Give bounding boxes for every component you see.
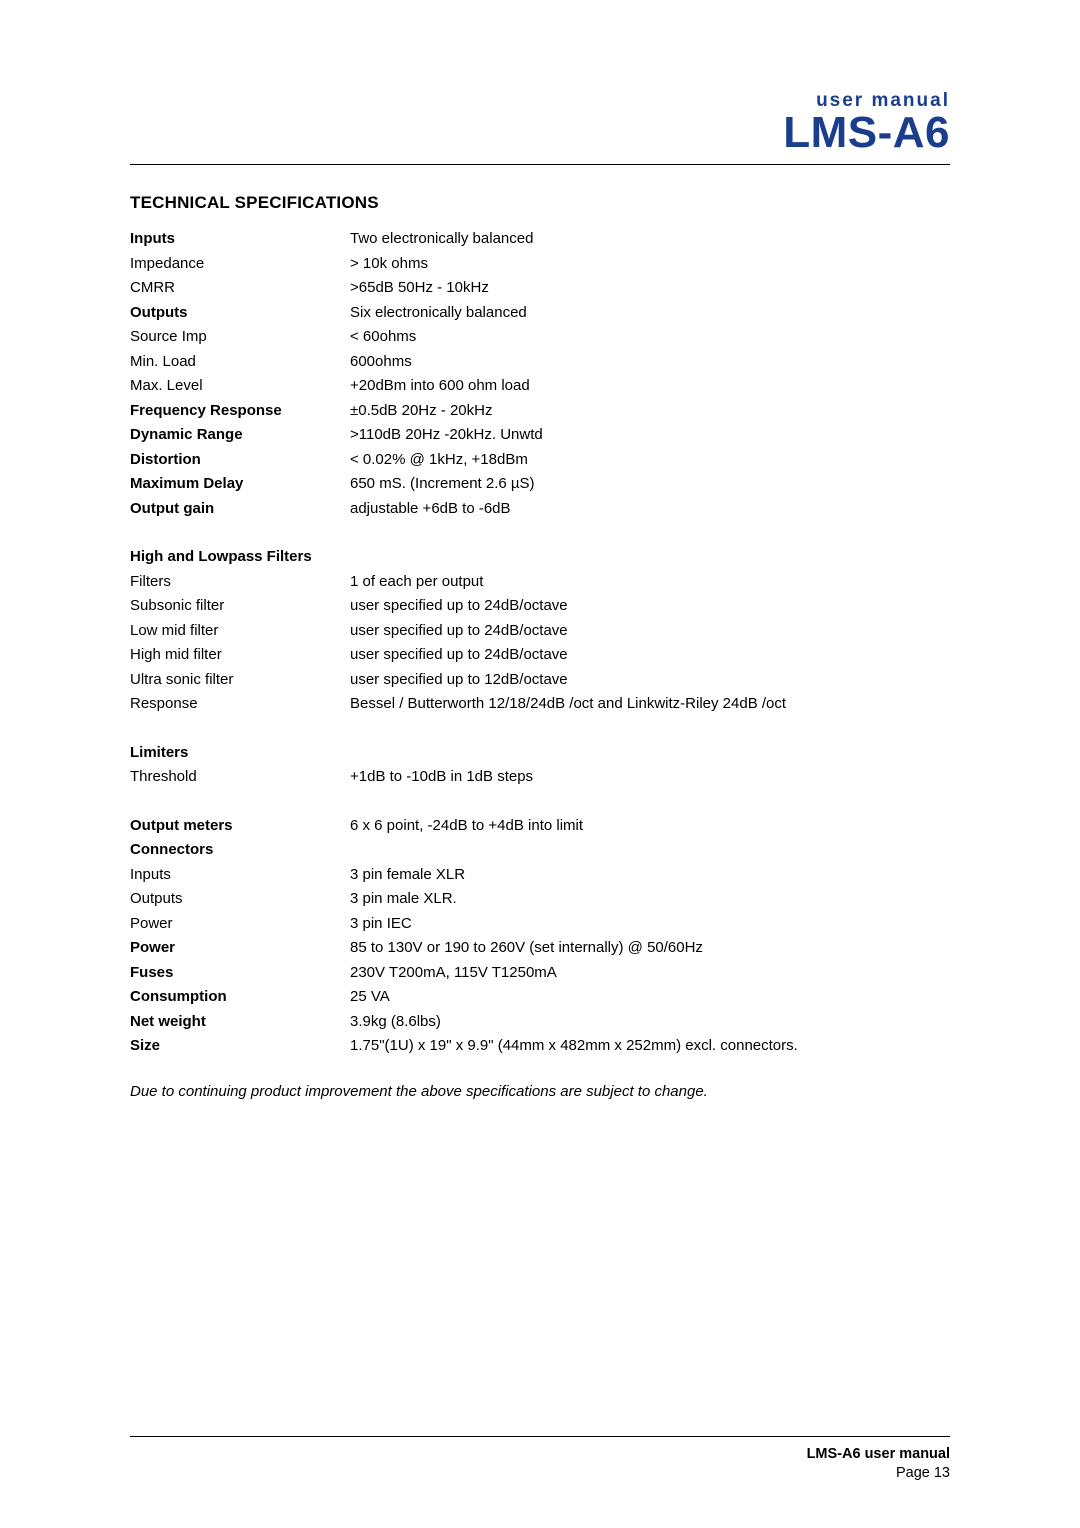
- spec-row: Subsonic filteruser specified up to 24dB…: [130, 594, 950, 619]
- spec-label: Impedance: [130, 252, 350, 277]
- spec-label: CMRR: [130, 276, 350, 301]
- spec-label: Ultra sonic filter: [130, 668, 350, 693]
- spec-row: Power85 to 130V or 190 to 260V (set inte…: [130, 936, 950, 961]
- spec-row: Distortion< 0.02% @ 1kHz, +18dBm: [130, 448, 950, 473]
- spec-label: Inputs: [130, 863, 350, 888]
- spec-value: Two electronically balanced: [350, 227, 533, 252]
- footer-page: Page 13: [130, 1464, 950, 1483]
- spec-label: Net weight: [130, 1010, 350, 1035]
- spec-label: High mid filter: [130, 643, 350, 668]
- spec-value: > 10k ohms: [350, 252, 428, 277]
- spec-row: Power3 pin IEC: [130, 912, 950, 937]
- specs-block-limiters: Threshold+1dB to -10dB in 1dB steps: [130, 765, 950, 790]
- spec-value: +20dBm into 600 ohm load: [350, 374, 530, 399]
- page-footer: LMS-A6 user manual Page 13: [130, 1436, 950, 1483]
- spec-value: 3 pin female XLR: [350, 863, 465, 888]
- specs-block-misc: Output meters6 x 6 point, -24dB to +4dB …: [130, 814, 950, 1059]
- spec-label: Response: [130, 692, 350, 717]
- footer-title: LMS-A6 user manual: [130, 1445, 950, 1464]
- spec-label: Inputs: [130, 227, 350, 252]
- spec-value: Six electronically balanced: [350, 301, 527, 326]
- spec-value: 3.9kg (8.6lbs): [350, 1010, 441, 1035]
- spec-label: Fuses: [130, 961, 350, 986]
- spec-label: Low mid filter: [130, 619, 350, 644]
- spec-row: Impedance> 10k ohms: [130, 252, 950, 277]
- spec-value: 600ohms: [350, 350, 412, 375]
- spec-row: Dynamic Range>110dB 20Hz -20kHz. Unwtd: [130, 423, 950, 448]
- spec-row: Maximum Delay650 mS. (Increment 2.6 µS): [130, 472, 950, 497]
- spec-value: Bessel / Butterworth 12/18/24dB /oct and…: [350, 692, 786, 717]
- spec-value: ±0.5dB 20Hz - 20kHz: [350, 399, 492, 424]
- spec-value: >65dB 50Hz - 10kHz: [350, 276, 489, 301]
- spec-label: Consumption: [130, 985, 350, 1010]
- header-product: LMS-A6: [130, 108, 950, 158]
- spec-label: Power: [130, 936, 350, 961]
- spec-label: Min. Load: [130, 350, 350, 375]
- spec-row: Fuses230V T200mA, 115V T1250mA: [130, 961, 950, 986]
- spec-value: 3 pin male XLR.: [350, 887, 457, 912]
- spec-label: Connectors: [130, 838, 350, 863]
- spec-label: Frequency Response: [130, 399, 350, 424]
- spec-value: < 60ohms: [350, 325, 416, 350]
- spec-value: 6 x 6 point, -24dB to +4dB into limit: [350, 814, 583, 839]
- spec-row: Output meters6 x 6 point, -24dB to +4dB …: [130, 814, 950, 839]
- specs-block-filters: Filters1 of each per outputSubsonic filt…: [130, 570, 950, 717]
- spec-value: user specified up to 12dB/octave: [350, 668, 568, 693]
- spec-value: < 0.02% @ 1kHz, +18dBm: [350, 448, 528, 473]
- limiters-heading: Limiters: [130, 741, 350, 766]
- spec-label: Threshold: [130, 765, 350, 790]
- spec-label: Maximum Delay: [130, 472, 350, 497]
- spec-row: High mid filteruser specified up to 24dB…: [130, 643, 950, 668]
- filters-heading: High and Lowpass Filters: [130, 545, 350, 570]
- spec-value: 1 of each per output: [350, 570, 483, 595]
- spec-row: Source Imp< 60ohms: [130, 325, 950, 350]
- spec-row: Size1.75"(1U) x 19" x 9.9" (44mm x 482mm…: [130, 1034, 950, 1059]
- spec-label: Subsonic filter: [130, 594, 350, 619]
- spec-label: Source Imp: [130, 325, 350, 350]
- spec-label: Power: [130, 912, 350, 937]
- spec-value: 25 VA: [350, 985, 390, 1010]
- spec-value: 3 pin IEC: [350, 912, 412, 937]
- spec-value: user specified up to 24dB/octave: [350, 619, 568, 644]
- spec-label: Outputs: [130, 887, 350, 912]
- page-header: user manual LMS-A6: [130, 90, 950, 165]
- spec-value: 85 to 130V or 190 to 260V (set internall…: [350, 936, 703, 961]
- spec-label: Output gain: [130, 497, 350, 522]
- specs-block-main: InputsTwo electronically balancedImpedan…: [130, 227, 950, 521]
- spec-value: >110dB 20Hz -20kHz. Unwtd: [350, 423, 543, 448]
- spec-row: Ultra sonic filteruser specified up to 1…: [130, 668, 950, 693]
- spec-row: ResponseBessel / Butterworth 12/18/24dB …: [130, 692, 950, 717]
- spec-value: user specified up to 24dB/octave: [350, 594, 568, 619]
- spec-row: Net weight3.9kg (8.6lbs): [130, 1010, 950, 1035]
- spec-row: CMRR>65dB 50Hz - 10kHz: [130, 276, 950, 301]
- spec-row: Outputs3 pin male XLR.: [130, 887, 950, 912]
- spec-label: Max. Level: [130, 374, 350, 399]
- spec-row: Output gainadjustable +6dB to -6dB: [130, 497, 950, 522]
- spec-label: Filters: [130, 570, 350, 595]
- spec-value: +1dB to -10dB in 1dB steps: [350, 765, 533, 790]
- spec-row: Inputs3 pin female XLR: [130, 863, 950, 888]
- spec-row: Low mid filteruser specified up to 24dB/…: [130, 619, 950, 644]
- spec-row: Connectors: [130, 838, 950, 863]
- spec-label: Distortion: [130, 448, 350, 473]
- spec-value: user specified up to 24dB/octave: [350, 643, 568, 668]
- spec-label: Size: [130, 1034, 350, 1059]
- section-title: TECHNICAL SPECIFICATIONS: [130, 193, 950, 213]
- spec-row: Max. Level+20dBm into 600 ohm load: [130, 374, 950, 399]
- spec-row: Min. Load600ohms: [130, 350, 950, 375]
- spec-row: Frequency Response±0.5dB 20Hz - 20kHz: [130, 399, 950, 424]
- spec-value: 650 mS. (Increment 2.6 µS): [350, 472, 535, 497]
- spec-row: OutputsSix electronically balanced: [130, 301, 950, 326]
- spec-label: Output meters: [130, 814, 350, 839]
- spec-value: adjustable +6dB to -6dB: [350, 497, 511, 522]
- spec-value: 1.75"(1U) x 19" x 9.9" (44mm x 482mm x 2…: [350, 1034, 798, 1059]
- footnote: Due to continuing product improvement th…: [130, 1083, 950, 1100]
- spec-label: Outputs: [130, 301, 350, 326]
- spec-row: Filters1 of each per output: [130, 570, 950, 595]
- spec-row: Threshold+1dB to -10dB in 1dB steps: [130, 765, 950, 790]
- spec-value: 230V T200mA, 115V T1250mA: [350, 961, 557, 986]
- spec-label: Dynamic Range: [130, 423, 350, 448]
- spec-row: InputsTwo electronically balanced: [130, 227, 950, 252]
- spec-row: Consumption25 VA: [130, 985, 950, 1010]
